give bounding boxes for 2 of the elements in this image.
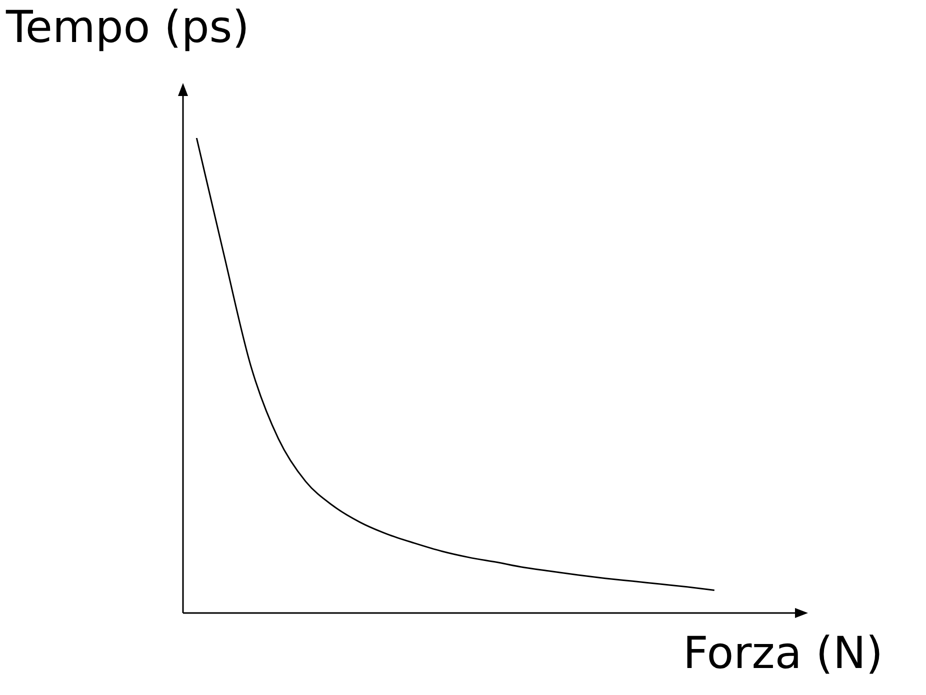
x-axis-title: Forza (N) (683, 628, 884, 679)
y-axis-title: Tempo (ps) (6, 2, 250, 53)
